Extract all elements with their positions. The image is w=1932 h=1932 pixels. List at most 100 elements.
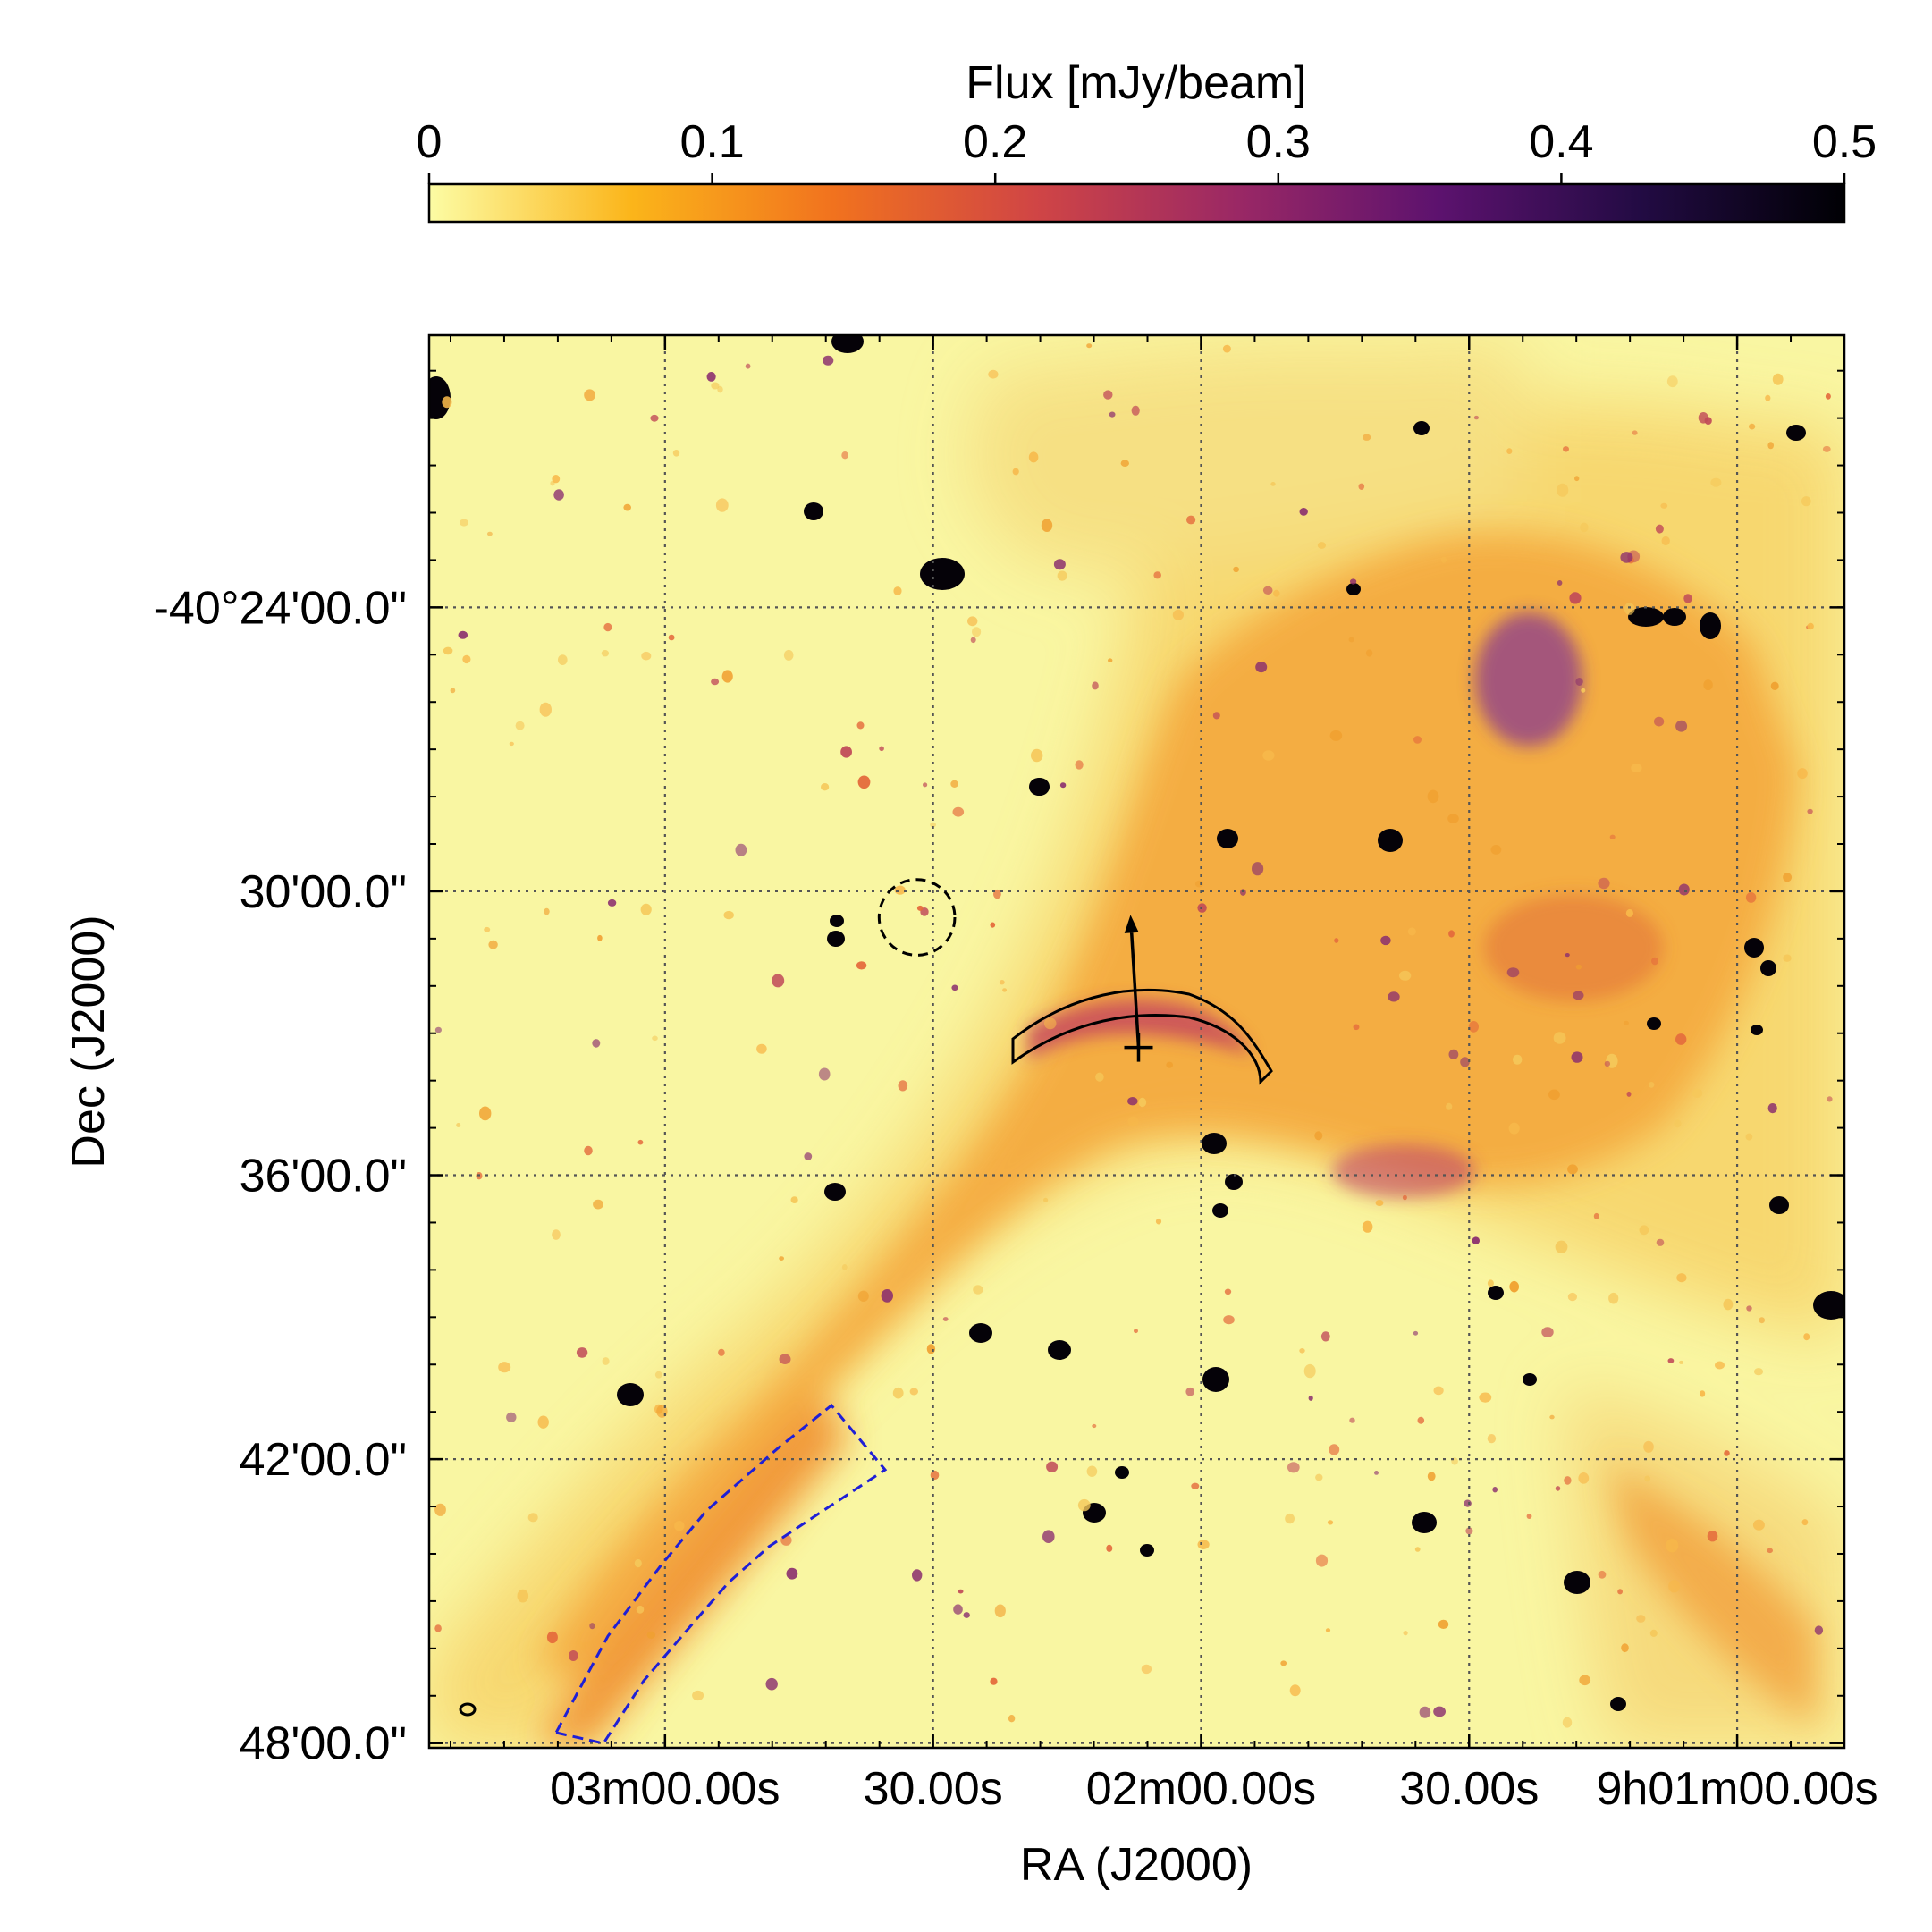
faint-point-source	[818, 1067, 831, 1081]
faint-point-source	[1623, 1020, 1629, 1025]
faint-point-source	[1487, 1434, 1497, 1444]
faint-point-source	[1433, 1706, 1446, 1717]
faint-point-source	[641, 651, 652, 661]
faint-point-source	[553, 489, 564, 501]
faint-point-source	[930, 1470, 940, 1481]
faint-point-source	[1698, 412, 1708, 424]
faint-point-source	[1194, 880, 1204, 888]
faint-point-source	[1402, 1194, 1407, 1201]
faint-point-source	[1317, 542, 1326, 549]
bright-point-source	[1217, 829, 1238, 848]
faint-point-source	[652, 1035, 658, 1042]
x-tick-labels: 03m00.00s 30.00s 02m00.00s 30.00s 9h01m00.00…	[550, 1763, 1877, 1815]
faint-point-source	[1567, 1292, 1577, 1302]
faint-point-source	[1770, 681, 1779, 690]
faint-point-source	[1807, 622, 1814, 630]
faint-point-source	[1651, 957, 1658, 966]
faint-point-source	[1252, 862, 1264, 876]
faint-point-source	[756, 1043, 767, 1054]
faint-point-source	[1334, 938, 1339, 943]
image-panel: 03m00.00s 30.00s 02m00.00s 30.00s 9h01m00.00…	[154, 333, 1878, 1815]
faint-point-source	[1772, 373, 1784, 385]
bright-point-source	[920, 558, 965, 590]
faint-point-source	[1075, 760, 1084, 770]
bright-point-source	[1760, 960, 1776, 976]
faint-point-source	[841, 451, 848, 460]
faint-point-source	[1348, 637, 1354, 643]
faint-point-source	[1092, 1423, 1097, 1429]
faint-point-source	[1581, 688, 1586, 693]
faint-point-source	[1548, 1089, 1560, 1101]
faint-point-source	[1573, 991, 1584, 1000]
faint-point-source	[1783, 954, 1792, 962]
faint-point-source	[1487, 1279, 1494, 1287]
faint-point-source	[1353, 1024, 1360, 1031]
faint-point-source	[1801, 496, 1811, 507]
faint-point-source	[1325, 1628, 1331, 1632]
bright-point-source	[1628, 607, 1664, 627]
faint-point-source	[1012, 468, 1019, 476]
faint-point-source	[1053, 559, 1066, 570]
faint-point-source	[1765, 394, 1771, 401]
faint-point-source	[1413, 736, 1422, 744]
faint-point-source	[1563, 446, 1569, 452]
x-tick-label: 30.00s	[1399, 1763, 1539, 1815]
faint-point-source	[1675, 1033, 1687, 1045]
faint-point-source	[692, 1690, 704, 1701]
faint-point-source	[1666, 1539, 1679, 1553]
faint-point-source	[1460, 1057, 1470, 1067]
faint-point-source	[841, 1264, 848, 1270]
faint-point-source	[1086, 343, 1093, 349]
faint-point-source	[1575, 964, 1582, 970]
faint-point-source	[1059, 782, 1067, 789]
faint-point-source	[857, 1290, 869, 1303]
faint-point-source	[1191, 1482, 1200, 1490]
bright-point-source	[1346, 583, 1361, 595]
faint-point-source	[515, 721, 525, 730]
faint-point-source	[1438, 1619, 1449, 1629]
faint-point-source	[1490, 845, 1502, 855]
faint-point-source	[1814, 1625, 1824, 1635]
faint-point-source	[603, 622, 612, 632]
faint-point-source	[765, 1677, 778, 1691]
faint-point-source	[911, 1569, 923, 1582]
faint-point-source	[1759, 1317, 1765, 1324]
faint-point-source	[1403, 1631, 1408, 1636]
faint-point-source	[1255, 662, 1268, 673]
faint-point-source	[1414, 1547, 1421, 1552]
faint-point-source	[715, 498, 729, 512]
faint-point-source	[1289, 1684, 1301, 1697]
faint-point-source	[584, 1145, 593, 1156]
faint-point-source	[990, 922, 996, 928]
faint-point-source	[456, 1123, 461, 1127]
faint-point-source	[1564, 1476, 1572, 1485]
faint-point-source	[1571, 1051, 1583, 1063]
faint-point-source	[1280, 1660, 1287, 1666]
faint-point-source	[487, 531, 493, 536]
faint-point-source	[1380, 935, 1391, 946]
faint-point-source	[506, 1412, 517, 1422]
faint-point-source	[1413, 1330, 1419, 1336]
faint-point-source	[1327, 1520, 1334, 1525]
bright-point-source	[830, 915, 844, 927]
faint-point-source	[926, 1344, 936, 1354]
faint-point-source	[584, 389, 595, 401]
faint-point-source	[1262, 586, 1273, 595]
faint-point-source	[1553, 1032, 1566, 1044]
faint-point-source	[1678, 883, 1690, 896]
faint-point-source	[1446, 1102, 1453, 1110]
bright-point-source	[1202, 1367, 1229, 1392]
faint-point-source	[1509, 1280, 1519, 1293]
bright-point-source	[1048, 1340, 1071, 1360]
faint-point-source	[857, 775, 871, 789]
faint-point-source	[1604, 1060, 1611, 1067]
faint-point-source	[1644, 1475, 1651, 1482]
faint-point-source	[1468, 1021, 1479, 1033]
faint-point-source	[1448, 930, 1455, 938]
faint-point-source	[1555, 1240, 1568, 1254]
faint-point-source	[668, 634, 675, 641]
faint-point-source	[1172, 609, 1184, 620]
faint-point-source	[1562, 1717, 1573, 1728]
faint-point-source	[442, 396, 452, 409]
bright-point-source	[1378, 829, 1403, 852]
